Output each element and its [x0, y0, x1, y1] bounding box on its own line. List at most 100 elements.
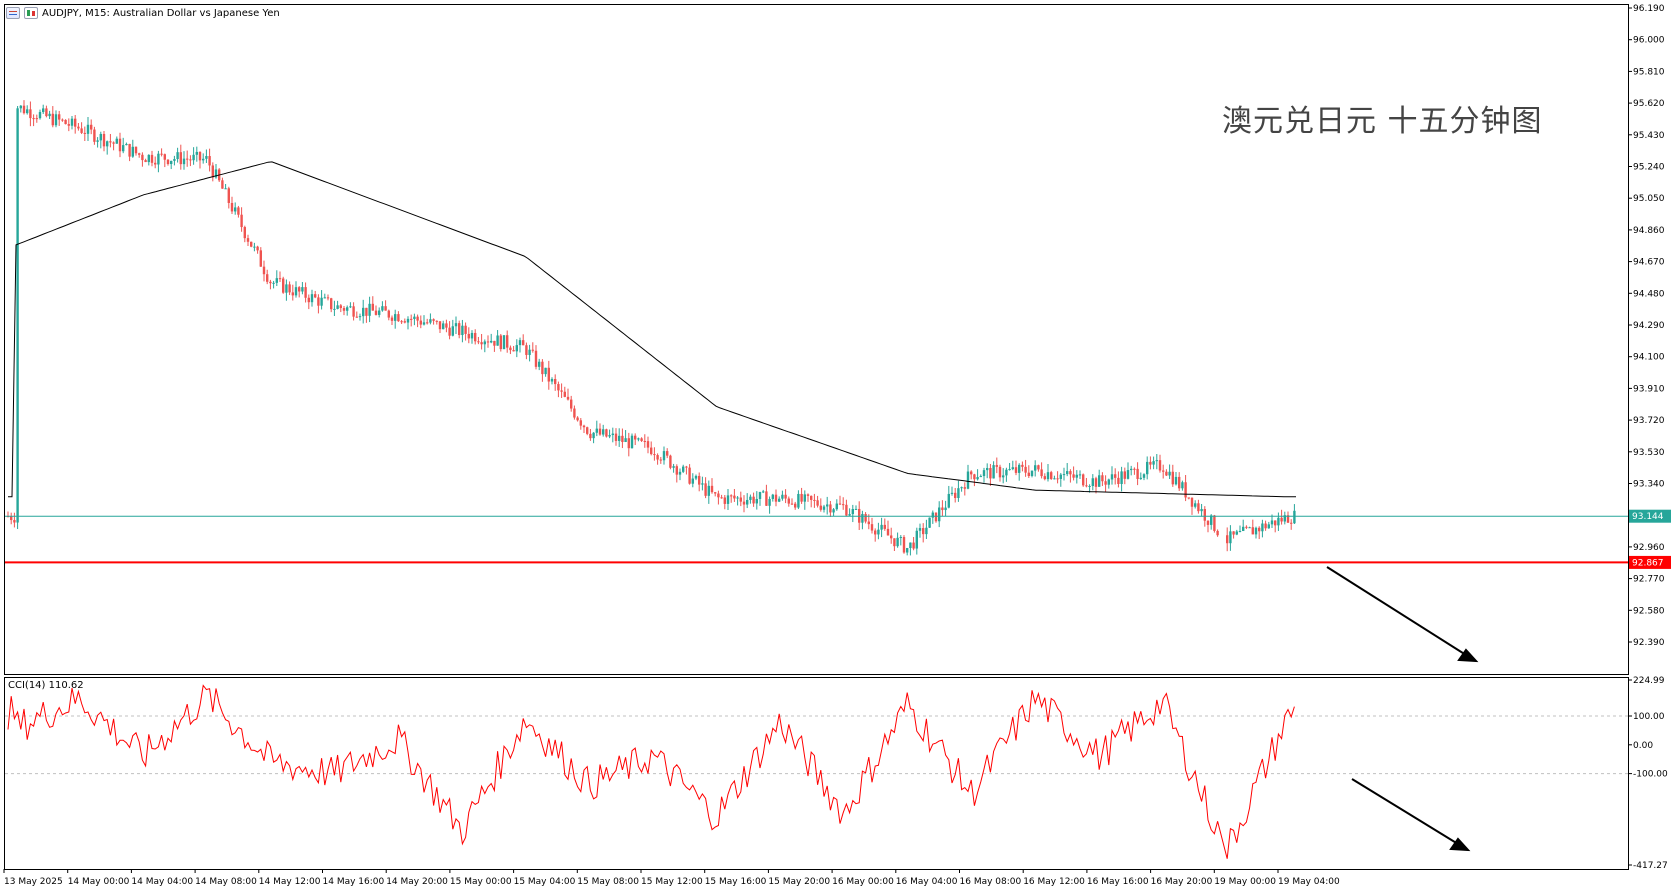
candle-body [1242, 526, 1245, 532]
candle-body [349, 306, 352, 308]
candle-body [61, 119, 64, 121]
candle-body [1206, 520, 1210, 525]
candle-body [1120, 471, 1123, 484]
candle-body [470, 332, 474, 339]
candle-body [141, 154, 144, 161]
candle-body [1114, 474, 1117, 478]
candle-body [1168, 471, 1171, 476]
candle-body [86, 124, 90, 134]
candle-body [307, 297, 310, 303]
candle-body [438, 321, 442, 330]
support-price-tag: 92.867 [1629, 555, 1671, 569]
candle-body [282, 278, 285, 293]
candle-body [838, 503, 842, 505]
candle-body [486, 341, 490, 343]
candle-body [800, 493, 803, 502]
candle-body [880, 524, 883, 530]
candle-body [803, 494, 806, 502]
candle-body [182, 158, 186, 165]
candle-body [269, 281, 272, 284]
candle-body [102, 133, 106, 147]
chart-header: AUDJPY, M15: Australian Dollar vs Japane… [6, 2, 280, 24]
candle-body [1056, 478, 1059, 480]
candle-body [877, 529, 880, 535]
candle-body [1011, 467, 1014, 470]
candle-body [646, 441, 650, 448]
candle-body [339, 305, 342, 309]
candle-body [512, 350, 515, 352]
candle-body [320, 297, 323, 306]
candle-body [1098, 475, 1101, 487]
candle-body [672, 466, 675, 468]
candle-body [122, 145, 125, 152]
candle-body [1142, 474, 1146, 478]
candle-body [1091, 478, 1094, 487]
candle-body [477, 341, 480, 343]
time-tick-label: 19 May 00:00 [1214, 877, 1276, 887]
candle-body [995, 465, 998, 467]
candle-body [291, 292, 294, 296]
time-tick-label: 14 May 20:00 [386, 877, 448, 887]
candle-body [726, 495, 730, 504]
candle-body [483, 341, 486, 345]
candle-body [1245, 526, 1248, 528]
candle-body [778, 498, 781, 502]
candle-body [1139, 477, 1142, 479]
candle-body [1232, 531, 1235, 535]
candle-body [38, 112, 42, 119]
candle-body [278, 278, 282, 280]
candle-body [784, 494, 787, 499]
candle-body [176, 152, 179, 160]
candle-body [1290, 522, 1293, 524]
cci-tick-label: 0.00 [1633, 741, 1653, 751]
candle-body [560, 390, 563, 392]
candle-body [1005, 469, 1008, 476]
candle-body [314, 294, 317, 298]
candle-body [573, 408, 576, 418]
candle-body [99, 133, 102, 141]
candle-body [819, 505, 822, 510]
candle-body [1059, 474, 1062, 479]
candle-body [362, 307, 365, 317]
candle-body [538, 361, 541, 367]
candle-body [934, 512, 938, 522]
price-tick-label: 93.910 [1633, 384, 1665, 394]
candle-body [618, 435, 621, 441]
candle-body [704, 483, 707, 496]
time-tick-label: 15 May 12:00 [641, 877, 703, 887]
candle-body [614, 433, 618, 441]
candle-body [422, 322, 426, 325]
candle-body [272, 282, 275, 284]
chart-settings-icon[interactable] [6, 7, 20, 19]
candle-body [854, 508, 858, 510]
candle-body [1261, 523, 1264, 532]
candle-body [451, 326, 454, 336]
candle-body [1027, 472, 1030, 476]
candle-body [1075, 474, 1078, 478]
price-tick-label: 96.000 [1633, 36, 1665, 46]
time-tick-label: 16 May 16:00 [1087, 877, 1149, 887]
candle-body [250, 241, 253, 247]
time-tick-label: 16 May 04:00 [896, 877, 958, 887]
candle-body [698, 475, 701, 485]
candle-body [416, 316, 419, 321]
candle-body [1165, 471, 1168, 476]
candle-body [35, 118, 38, 120]
candle-body [390, 317, 394, 321]
candlestick-type-icon[interactable] [24, 7, 38, 19]
candle-body [333, 308, 336, 310]
candle-body [541, 361, 544, 375]
candle-body [640, 438, 643, 441]
candle-body [1258, 527, 1261, 532]
candle-body [861, 513, 864, 523]
candle-body [1082, 474, 1085, 486]
candle-body [586, 427, 589, 434]
candle-body [608, 435, 611, 437]
candle-body [368, 303, 371, 316]
candle-body [563, 391, 566, 397]
candle-body [346, 307, 349, 311]
candle-body [957, 488, 960, 499]
candle-body [205, 156, 208, 159]
candle-body [1094, 478, 1098, 487]
